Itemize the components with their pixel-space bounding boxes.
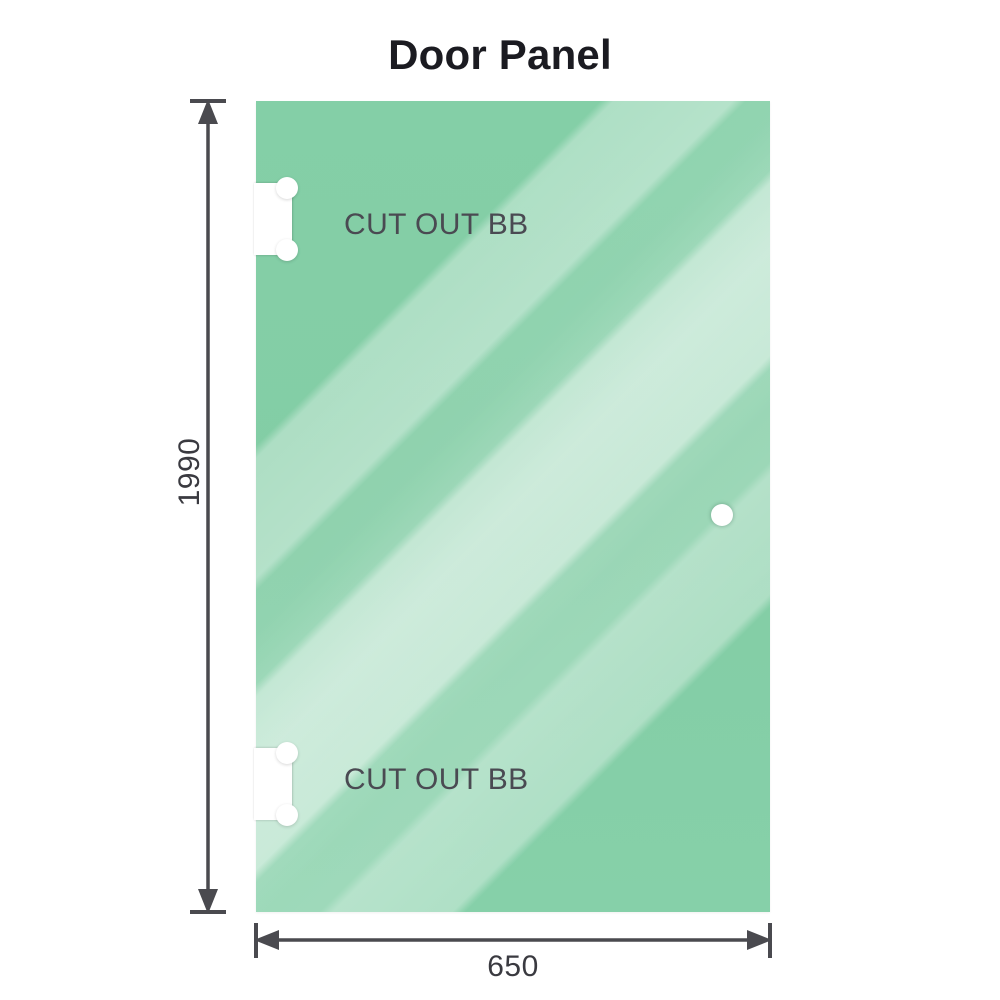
cutout-upper-knob-top xyxy=(276,177,298,199)
door-panel: CUT OUT BB CUT OUT BB xyxy=(254,101,770,912)
cutout-upper xyxy=(254,177,298,261)
width-arrow-right xyxy=(747,930,772,950)
height-dimension-value: 1990 xyxy=(173,437,206,507)
cutout-lower-knob-top xyxy=(276,742,298,764)
page-title: Door Panel xyxy=(388,31,612,78)
height-arrow-down xyxy=(198,889,218,914)
width-dimension-value: 650 xyxy=(487,950,539,983)
handle-hole-icon xyxy=(711,504,733,526)
cutout-upper-label: CUT OUT BB xyxy=(344,208,529,241)
width-arrow-left xyxy=(254,930,279,950)
cutout-lower xyxy=(254,742,298,826)
panel-glass-fill xyxy=(256,101,770,912)
height-arrow-up xyxy=(198,99,218,124)
cutout-lower-label: CUT OUT BB xyxy=(344,763,529,796)
cutout-upper-knob-bottom xyxy=(276,239,298,261)
cutout-lower-knob-bottom xyxy=(276,804,298,826)
